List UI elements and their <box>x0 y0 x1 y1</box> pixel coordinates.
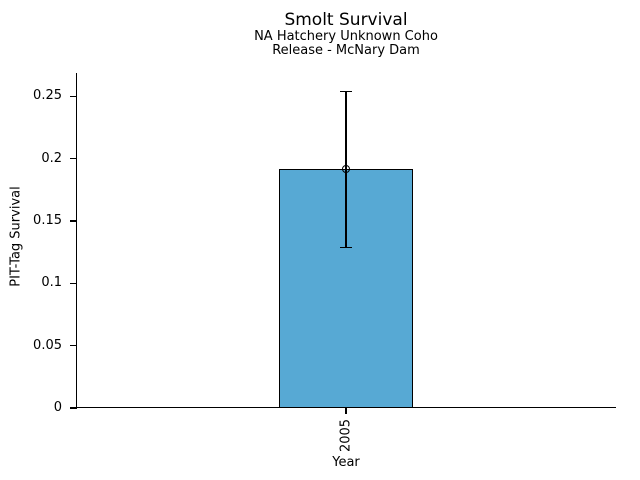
y-tick-label: 0.2 <box>41 150 62 166</box>
y-tick-mark <box>70 158 77 160</box>
error-bar-cap-top <box>340 90 352 93</box>
y-tick-mark <box>70 407 77 409</box>
y-tick-mark <box>70 95 77 98</box>
y-tick-mark <box>70 220 77 222</box>
x-tick-label: 2005 <box>338 418 354 453</box>
y-tick-label: 0.1 <box>41 275 62 291</box>
error-bar-cap-bottom <box>340 246 352 248</box>
y-axis-line <box>75 73 77 408</box>
x-tick-mark <box>345 408 347 414</box>
chart-subtitle-line2: Release - McNary Dam <box>272 43 420 58</box>
x-axis-title: Year <box>332 455 360 470</box>
chart-title: Smolt Survival <box>284 10 408 30</box>
bar-value-marker <box>342 164 350 173</box>
y-tick-label: 0.05 <box>33 337 62 353</box>
y-tick-mark <box>70 282 77 285</box>
y-tick-label: 0.15 <box>33 213 62 229</box>
y-tick-label: 0 <box>53 400 62 415</box>
y-tick-label: 0.25 <box>33 88 62 104</box>
y-tick-mark <box>70 344 77 347</box>
chart-subtitle-line1: NA Hatchery Unknown Coho <box>254 29 438 44</box>
